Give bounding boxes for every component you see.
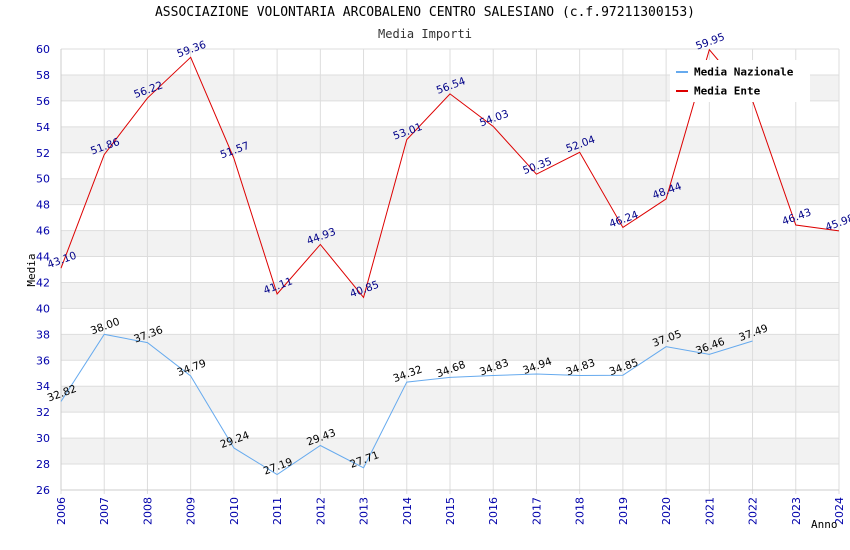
- data-label: 59.36: [175, 39, 208, 61]
- legend-box: [670, 60, 810, 102]
- y-tick-label: 56: [36, 95, 50, 108]
- x-tick-label: 2006: [55, 497, 68, 525]
- x-tick-label: 2015: [444, 497, 457, 525]
- y-tick-label: 48: [36, 199, 50, 212]
- series-layer: [60, 48, 840, 476]
- data-label: 54.03: [478, 108, 510, 130]
- x-tick-label: 2013: [358, 497, 371, 525]
- y-axis-label: Media: [25, 253, 38, 286]
- y-tick-label: 60: [36, 43, 50, 56]
- x-tick-label: 2008: [141, 497, 154, 525]
- x-tick-label: 2020: [660, 497, 673, 525]
- y-tick-label: 58: [36, 69, 50, 82]
- legend: Media Nazionale Media Ente: [670, 60, 810, 102]
- y-tick-label: 46: [36, 225, 50, 238]
- y-tick-label: 30: [36, 432, 50, 445]
- y-tick-label: 34: [36, 380, 50, 393]
- x-tick-label: 2022: [747, 497, 760, 525]
- x-tick-label: 2009: [185, 497, 198, 525]
- x-tick-label: 2018: [574, 497, 587, 525]
- grid-lines: [60, 48, 840, 494]
- x-tick-label: 2010: [228, 497, 241, 525]
- x-axis-ticks: 2006 2007 2008 2009 2010 2011 2012 2013 2014 2015…: [55, 497, 846, 525]
- chart-subtitle: Media Importi: [378, 27, 472, 41]
- y-tick-label: 36: [36, 354, 50, 367]
- y-tick-label: 26: [36, 484, 50, 497]
- y-tick-label: 50: [36, 173, 50, 186]
- x-axis-label: Anno: [811, 518, 838, 531]
- legend-label: Media Ente: [694, 85, 761, 98]
- y-tick-label: 52: [36, 147, 50, 160]
- y-tick-label: 44: [36, 251, 50, 264]
- y-tick-label: 32: [36, 406, 50, 419]
- y-tick-label: 38: [36, 328, 50, 341]
- x-tick-label: 2007: [98, 497, 111, 525]
- x-tick-label: 2012: [314, 497, 327, 525]
- x-tick-label: 2024: [833, 497, 846, 525]
- y-axis-ticks: 26 28 30 32 34 36 38 40 42 44 46 48 50 52 54 56 58 60: [36, 43, 50, 497]
- y-tick-label: 54: [36, 121, 50, 134]
- x-tick-label: 2014: [401, 497, 414, 525]
- series-line-1: [60, 333, 753, 476]
- x-tick-label: 2023: [790, 497, 803, 525]
- legend-label: Media Nazionale: [694, 66, 794, 79]
- chart-title: ASSOCIAZIONE VOLONTARIA ARCOBALENO CENTR…: [154, 5, 696, 20]
- series-line-2: [60, 48, 840, 299]
- x-tick-label: 2016: [487, 497, 500, 525]
- x-tick-label: 2021: [703, 497, 716, 525]
- y-tick-label: 40: [36, 302, 50, 315]
- y-tick-label: 28: [36, 458, 50, 471]
- x-tick-label: 2011: [271, 497, 284, 525]
- x-tick-label: 2019: [617, 497, 630, 525]
- y-tick-label: 42: [36, 276, 50, 289]
- x-tick-label: 2017: [530, 497, 543, 525]
